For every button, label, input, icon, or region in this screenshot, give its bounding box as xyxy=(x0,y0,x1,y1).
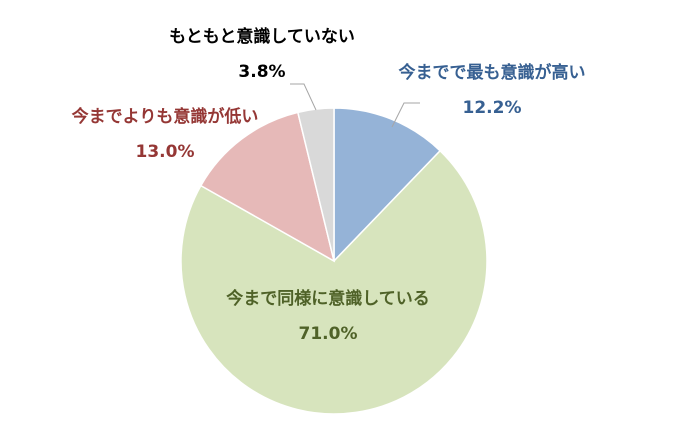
leader-line-4 xyxy=(290,83,317,111)
slice-value-label-3: 13.0% xyxy=(136,142,195,162)
pie-slice-2 xyxy=(180,149,488,415)
slice-name-label-1: 今までで最も意識が高い xyxy=(399,62,586,83)
slice-value-label-2: 71.0% xyxy=(299,324,358,344)
slice-name-label-4: もともと意識していない xyxy=(169,26,355,47)
pie-slice-1 xyxy=(333,107,442,263)
slice-value-label-4: 3.8% xyxy=(238,62,285,82)
slice-name-label-3: 今までよりも意識が低い xyxy=(72,106,259,127)
pie-slice-3 xyxy=(199,111,336,263)
slice-name-label-2: 今まで同様に意識している xyxy=(226,288,430,309)
slice-value-label-1: 12.2% xyxy=(463,98,522,118)
leader-line-1 xyxy=(391,102,420,128)
